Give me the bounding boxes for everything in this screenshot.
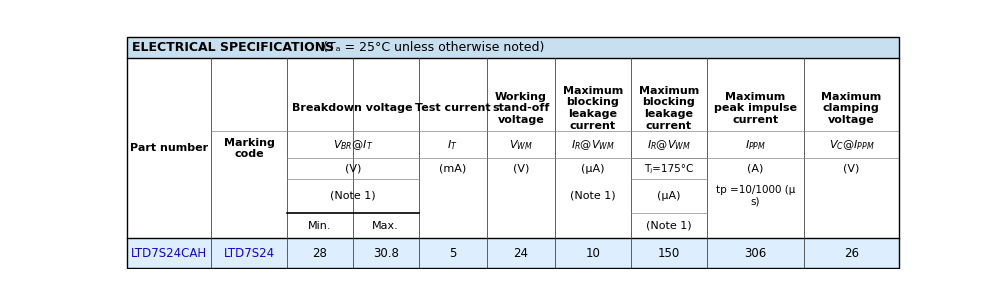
Text: (A): (A) [747, 164, 764, 174]
Text: tp =10/1000 (μ
s): tp =10/1000 (μ s) [716, 185, 795, 207]
Text: Maximum
blocking
leakage
current: Maximum blocking leakage current [563, 86, 623, 131]
Text: 24: 24 [514, 247, 529, 260]
Text: 150: 150 [658, 247, 680, 260]
Text: Test current: Test current [414, 103, 490, 113]
Text: 26: 26 [844, 247, 859, 260]
Text: Maximum
blocking
leakage
current: Maximum blocking leakage current [639, 86, 699, 131]
Text: (V): (V) [344, 164, 361, 174]
Text: (Note 1): (Note 1) [330, 191, 375, 201]
Text: $V_{WM}$: $V_{WM}$ [509, 138, 533, 152]
Text: ELECTRICAL SPECIFICATIONS: ELECTRICAL SPECIFICATIONS [132, 41, 334, 54]
Text: $I_R$@$V_{WM}$: $I_R$@$V_{WM}$ [647, 138, 691, 152]
Text: (μA): (μA) [657, 191, 681, 201]
Text: 5: 5 [448, 247, 456, 260]
Text: $I_R$@$V_{WM}$: $I_R$@$V_{WM}$ [571, 138, 615, 152]
Text: Working
stand-off
voltage: Working stand-off voltage [492, 92, 550, 125]
Text: (V): (V) [513, 164, 529, 174]
Text: (mA): (mA) [439, 164, 466, 174]
Text: Max.: Max. [372, 220, 399, 230]
Text: 28: 28 [312, 247, 327, 260]
Text: 30.8: 30.8 [372, 247, 398, 260]
Text: 10: 10 [586, 247, 601, 260]
Text: Breakdown voltage: Breakdown voltage [292, 103, 413, 113]
Text: Maximum
clamping
voltage: Maximum clamping voltage [821, 92, 882, 125]
Text: LTD7S24CAH: LTD7S24CAH [131, 247, 207, 260]
Text: $I_{PPM}$: $I_{PPM}$ [745, 138, 766, 152]
Text: 306: 306 [744, 247, 767, 260]
Text: LTD7S24: LTD7S24 [223, 247, 274, 260]
Text: Min.: Min. [308, 220, 331, 230]
Text: (Tₐ = 25°C unless otherwise noted): (Tₐ = 25°C unless otherwise noted) [319, 41, 545, 54]
FancyBboxPatch shape [127, 239, 899, 268]
Text: Maximum
peak impulse
current: Maximum peak impulse current [714, 92, 797, 125]
Text: (Note 1): (Note 1) [570, 191, 616, 201]
Text: (Note 1): (Note 1) [646, 220, 692, 230]
Text: Marking
code: Marking code [223, 138, 274, 159]
Text: $I_T$: $I_T$ [447, 138, 457, 152]
Text: Part number: Part number [130, 143, 208, 153]
Text: (V): (V) [843, 164, 860, 174]
Text: Tⱼ=175°C: Tⱼ=175°C [644, 164, 694, 174]
Text: $V_{BR}$@$I_T$: $V_{BR}$@$I_T$ [332, 138, 373, 152]
Text: $V_C$@$I_{PPM}$: $V_C$@$I_{PPM}$ [829, 138, 874, 152]
FancyBboxPatch shape [127, 58, 899, 239]
FancyBboxPatch shape [127, 37, 899, 58]
Text: (μA): (μA) [581, 164, 605, 174]
